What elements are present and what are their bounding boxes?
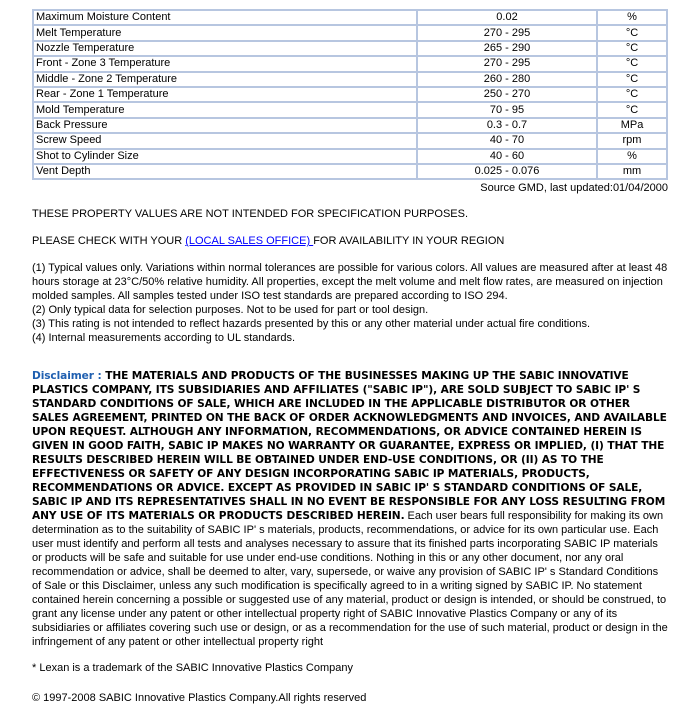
property-value: 40 - 60 [417, 148, 597, 164]
copyright: © 1997-2008 SABIC Innovative Plastics Co… [32, 692, 367, 705]
property-unit: °C [597, 71, 667, 87]
property-name: Maximum Moisture Content [33, 10, 417, 26]
table-row: Mold Temperature 70 - 95 °C [33, 102, 667, 118]
property-unit: rpm [597, 133, 667, 149]
table-row: Shot to Cylinder Size 40 - 60% [33, 148, 667, 164]
disclaimer-body: Each user bears full responsibility for … [32, 510, 668, 649]
disclaimer-bold: THE MATERIALS AND PRODUCTS OF THE BUSINE… [32, 370, 667, 523]
property-value: 70 - 95 [417, 102, 597, 118]
table-row: Rear - Zone 1 Temperature 250 - 270 °C [33, 86, 667, 103]
property-unit: °C [597, 56, 667, 72]
footnote: (1) Typical values only. Variations with… [32, 262, 668, 303]
sales-office-notice: PLEASE CHECK WITH YOUR (LOCAL SALES OFFI… [32, 235, 505, 248]
property-name: Back Pressure [33, 117, 417, 134]
property-value: 40 - 70 [417, 133, 597, 149]
table-row: Screw Speed 40 - 70 rpm [33, 133, 667, 149]
property-value: 0.3 - 0.7 [417, 117, 597, 134]
processing-table: Maximum Moisture Content 0.02% Melt Temper… [32, 9, 668, 181]
footnotes: (1) Typical values only. Variations with… [32, 261, 668, 345]
footnote: (4) Internal measurements according to U… [32, 332, 296, 345]
property-value: 270 - 295 [417, 25, 597, 41]
property-name: Middle - Zone 2 Temperature [33, 71, 417, 87]
property-unit: mm [597, 163, 667, 180]
table-row: Maximum Moisture Content 0.02% [33, 10, 667, 26]
footnote: (2) Only typical data for selection purp… [32, 304, 429, 317]
property-name: Screw Speed [33, 133, 417, 149]
property-name: Front - Zone 3 Temperature [33, 56, 417, 72]
disclaimer: Disclaimer : THE MATERIALS AND PRODUCTS … [32, 369, 668, 649]
property-unit: °C [597, 102, 667, 118]
table-row: Vent Depth 0.025 - 0.076 mm [33, 163, 667, 180]
property-value: 260 - 280 [417, 71, 597, 87]
property-name: Nozzle Temperature [33, 40, 417, 57]
property-unit: % [597, 10, 667, 26]
disclaimer-label: Disclaimer : [32, 370, 106, 383]
property-name: Melt Temperature [33, 25, 417, 41]
table-row: Melt Temperature 270 - 295 °C [33, 25, 667, 41]
table-row: Middle - Zone 2 Temperature 260 - 280 °C [33, 71, 667, 87]
property-name: Mold Temperature [33, 102, 417, 118]
source-note: Source GMD, last updated:01/04/2000 [480, 182, 668, 195]
local-sales-office-link[interactable]: (LOCAL SALES OFFICE) [185, 235, 314, 248]
spec-notice: THESE PROPERTY VALUES ARE NOT INTENDED F… [32, 208, 469, 221]
footnote: (3) This rating is not intended to refle… [32, 318, 591, 331]
property-unit: °C [597, 25, 667, 41]
property-value: 0.025 - 0.076 [417, 163, 597, 180]
trademark-note: * Lexan is a trademark of the SABIC Inno… [32, 662, 353, 675]
property-value: 265 - 290 [417, 40, 597, 57]
property-value: 270 - 295 [417, 56, 597, 72]
property-name: Vent Depth [33, 163, 417, 180]
property-unit: °C [597, 40, 667, 57]
property-name: Rear - Zone 1 Temperature [33, 86, 417, 103]
table-row: Front - Zone 3 Temperature 270 - 295 °C [33, 56, 667, 72]
property-value: 250 - 270 [417, 86, 597, 103]
property-name: Shot to Cylinder Size [33, 148, 417, 164]
table-row: Back Pressure 0.3 - 0.7 MPa [33, 117, 667, 134]
property-unit: % [597, 148, 667, 164]
table-row: Nozzle Temperature 265 - 290 °C [33, 40, 667, 57]
property-unit: °C [597, 86, 667, 103]
property-value: 0.02 [417, 10, 597, 26]
property-unit: MPa [597, 117, 667, 134]
